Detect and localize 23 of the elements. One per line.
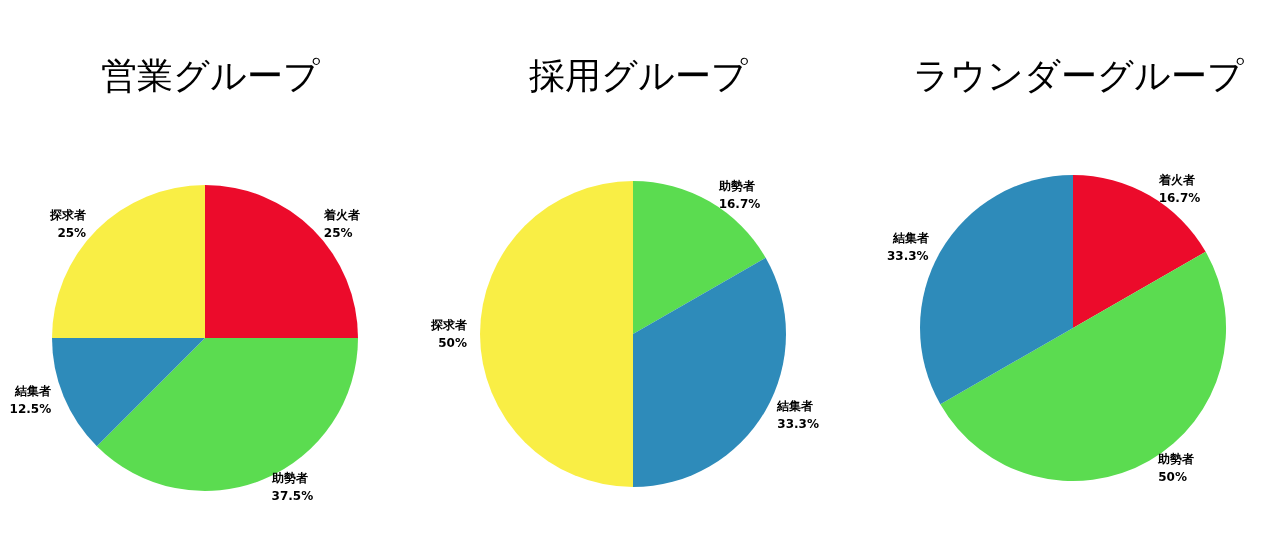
data-label: 33.3% [887,249,929,264]
data-label: 50% [438,336,467,350]
data-label: 37.5% [271,488,314,503]
data-label: 12.5% [9,401,52,416]
slice-label: 助勢者 [1157,451,1195,466]
data-label: 25% [57,226,87,241]
slice-label: 結集者 [14,383,52,398]
chart-title: 営業グループ [100,54,320,96]
chart-title: 採用グループ [528,54,748,96]
data-label: 25% [323,226,353,241]
data-label: 33.3% [777,416,819,431]
data-label: 50% [1158,469,1187,484]
slice-label: 結集者 [776,398,814,413]
data-label: 16.7% [718,196,761,211]
slice-label: 助勢者 [270,470,308,485]
slice-label: 着火者 [1157,172,1195,187]
slice-label: 着火者 [322,208,360,223]
slice-label: 探求者 [49,208,87,223]
data-label: 16.7% [1158,190,1201,205]
slice-label: 結集者 [891,231,929,246]
slice-label: 助勢者 [717,178,755,193]
chart-title: ラウンダーグループ [912,54,1244,96]
slice-label: 探求者 [430,318,467,332]
